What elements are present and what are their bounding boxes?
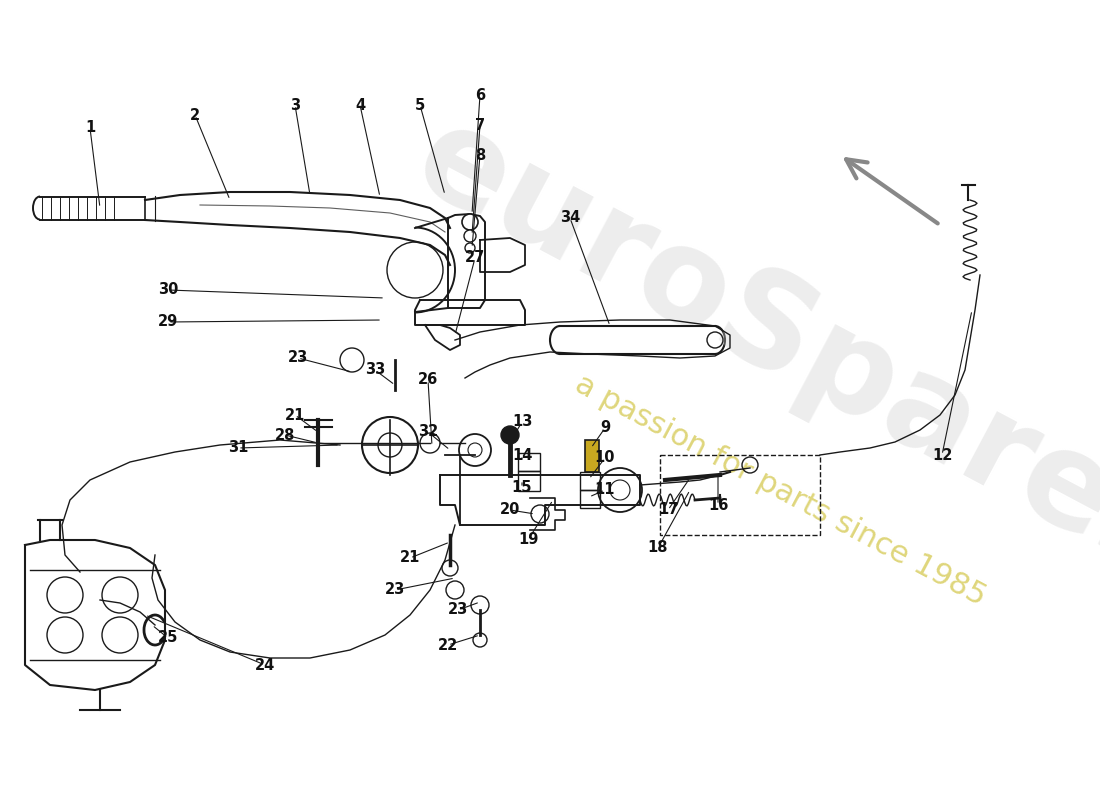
Text: 12: 12 — [932, 447, 953, 462]
Text: 19: 19 — [518, 533, 538, 547]
Polygon shape — [480, 238, 525, 272]
Text: 10: 10 — [595, 450, 615, 466]
Text: 31: 31 — [228, 441, 249, 455]
Text: 6: 6 — [475, 87, 485, 102]
Text: 23: 23 — [385, 582, 405, 598]
Text: 18: 18 — [648, 541, 669, 555]
Text: 20: 20 — [499, 502, 520, 518]
Text: 23: 23 — [288, 350, 308, 366]
Text: 9: 9 — [600, 421, 610, 435]
Text: 3: 3 — [290, 98, 300, 113]
Text: 13: 13 — [512, 414, 532, 430]
Bar — [580, 472, 600, 490]
Text: 21: 21 — [285, 407, 305, 422]
Text: 4: 4 — [355, 98, 365, 113]
Text: 15: 15 — [512, 481, 532, 495]
Polygon shape — [25, 540, 165, 690]
Text: 23: 23 — [448, 602, 469, 618]
Polygon shape — [530, 498, 565, 530]
Text: a passion for parts since 1985: a passion for parts since 1985 — [570, 369, 990, 611]
Text: 21: 21 — [399, 550, 420, 566]
Circle shape — [500, 426, 519, 444]
Text: 1: 1 — [85, 121, 95, 135]
Polygon shape — [448, 214, 485, 308]
Text: 11: 11 — [595, 482, 615, 498]
Bar — [518, 453, 540, 471]
Text: 28: 28 — [275, 427, 295, 442]
Polygon shape — [425, 325, 460, 350]
Bar — [660, 455, 820, 535]
Polygon shape — [415, 300, 525, 325]
Text: euroSpares: euroSpares — [395, 94, 1100, 606]
Bar — [585, 440, 600, 472]
Text: 30: 30 — [157, 282, 178, 298]
Text: 25: 25 — [157, 630, 178, 646]
Polygon shape — [440, 475, 640, 525]
Text: 29: 29 — [158, 314, 178, 330]
Text: 26: 26 — [418, 373, 438, 387]
Text: 7: 7 — [475, 118, 485, 133]
Text: 8: 8 — [475, 147, 485, 162]
Text: 27: 27 — [465, 250, 485, 266]
Text: 5: 5 — [415, 98, 425, 113]
Text: 22: 22 — [438, 638, 458, 653]
Text: 16: 16 — [707, 498, 728, 513]
Text: 32: 32 — [418, 425, 438, 439]
Bar — [518, 471, 540, 491]
Text: 2: 2 — [190, 107, 200, 122]
Text: 34: 34 — [560, 210, 580, 226]
Bar — [580, 490, 600, 508]
Text: 14: 14 — [512, 447, 532, 462]
Text: 17: 17 — [658, 502, 679, 518]
Circle shape — [464, 230, 476, 242]
Text: 33: 33 — [365, 362, 385, 378]
Circle shape — [465, 243, 475, 253]
Text: 24: 24 — [255, 658, 275, 673]
Circle shape — [462, 214, 478, 230]
